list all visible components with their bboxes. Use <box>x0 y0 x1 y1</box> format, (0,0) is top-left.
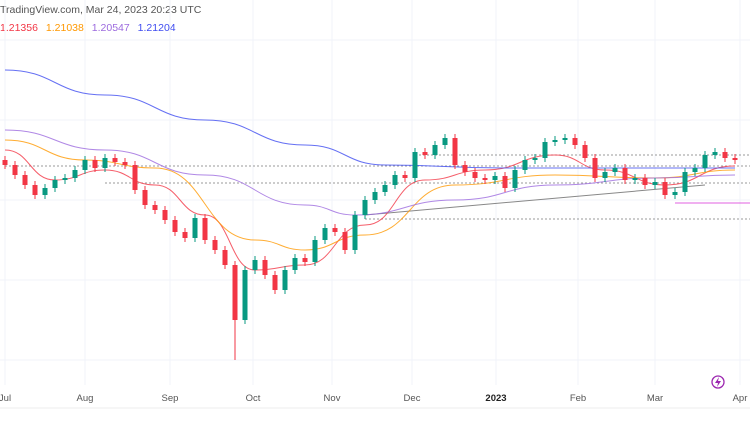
ma-value-1: 1.21356 <box>0 22 38 34</box>
candle-body <box>482 178 488 180</box>
candle-body <box>72 170 78 178</box>
candle-body <box>102 158 108 168</box>
candle-body <box>32 185 38 195</box>
candle-body <box>62 178 68 180</box>
x-tick-label: Aug <box>77 393 94 404</box>
x-tick-label: Mar <box>647 393 663 404</box>
candle-body <box>572 138 578 145</box>
x-tick-label: Feb <box>570 393 586 404</box>
candle-body <box>382 185 388 192</box>
candle-body <box>592 158 598 178</box>
candle-body <box>562 138 568 140</box>
candle-body <box>132 165 138 190</box>
candle-body <box>492 176 498 180</box>
candle-body <box>732 158 738 160</box>
x-tick-label: Jul <box>0 393 11 404</box>
candle-body <box>292 258 298 270</box>
lightning-bolt-icon <box>715 377 721 387</box>
ma-legend: 1.21356 1.21038 1.20547 1.21204 <box>0 22 181 34</box>
candle-body <box>522 160 528 170</box>
moving-average-line-ma-200 <box>4 69 735 169</box>
trend-line <box>364 184 706 216</box>
candle-body <box>532 158 538 160</box>
candle-body <box>42 188 48 195</box>
candle-body <box>432 145 438 155</box>
candle-body <box>322 228 328 240</box>
candle-body <box>212 240 218 250</box>
x-tick-label: Sep <box>162 393 179 404</box>
candle-body <box>542 142 548 158</box>
candle-body <box>662 182 668 195</box>
candle-body <box>472 172 478 178</box>
candle-body <box>2 160 8 165</box>
chart-source-header: TradingView.com, Mar 24, 2023 20:23 UTC <box>0 4 202 16</box>
candle-body <box>112 158 118 162</box>
candle-body <box>462 165 468 172</box>
candle-body <box>122 162 128 165</box>
x-tick-label: 2023 <box>485 393 506 404</box>
candle-body <box>692 168 698 172</box>
ma-value-3: 1.20547 <box>91 22 130 34</box>
x-tick-label: Apr <box>733 393 748 404</box>
candle-body <box>502 176 508 188</box>
candle-body <box>332 228 338 232</box>
candle-body <box>392 175 398 185</box>
candle-body <box>352 215 358 250</box>
candle-body <box>412 152 418 178</box>
candle-body <box>702 155 708 168</box>
x-tick-label: Dec <box>404 393 421 404</box>
candle-body <box>12 165 18 175</box>
candle-body <box>52 180 58 188</box>
candle-body <box>82 160 88 170</box>
candle-body <box>182 232 188 238</box>
candle-body <box>192 218 198 238</box>
candle-body <box>272 275 278 290</box>
candle-body <box>632 178 638 180</box>
candle-body <box>372 192 378 200</box>
candle-body <box>682 172 688 192</box>
candle-body <box>302 258 308 262</box>
candle-body <box>512 170 518 188</box>
candle-body <box>202 218 208 240</box>
candle-body <box>622 168 628 180</box>
candle-body <box>362 200 368 215</box>
candle-body <box>672 192 678 195</box>
candle-body <box>262 260 268 275</box>
candle-body <box>152 205 158 210</box>
candle-body <box>22 175 28 185</box>
ma-value-2: 1.21038 <box>45 22 84 34</box>
candle-body <box>452 138 458 165</box>
ma-value-4: 1.21204 <box>137 22 176 34</box>
x-tick-label: Nov <box>324 393 341 404</box>
candle-body <box>222 250 228 265</box>
candle-body <box>422 152 428 155</box>
x-tick-label: Oct <box>246 393 261 404</box>
candle-body <box>712 152 718 155</box>
candle-body <box>162 210 168 220</box>
candle-body <box>252 260 258 270</box>
candle-body <box>142 190 148 205</box>
candle-body <box>282 270 288 290</box>
candle-body <box>402 175 408 178</box>
candle-body <box>172 220 178 232</box>
candle-body <box>612 168 618 172</box>
candle-body <box>242 270 248 320</box>
candle-body <box>312 240 318 262</box>
candle-body <box>602 172 608 178</box>
candle-body <box>582 145 588 158</box>
candle-body <box>722 152 728 158</box>
candle-body <box>92 160 98 168</box>
candle-body <box>232 265 238 320</box>
candle-body <box>442 138 448 145</box>
lightning-logo-icon <box>711 375 725 389</box>
candle-body <box>552 140 558 142</box>
candle-body <box>652 182 658 185</box>
candle-body <box>642 178 648 185</box>
candle-body <box>342 232 348 250</box>
